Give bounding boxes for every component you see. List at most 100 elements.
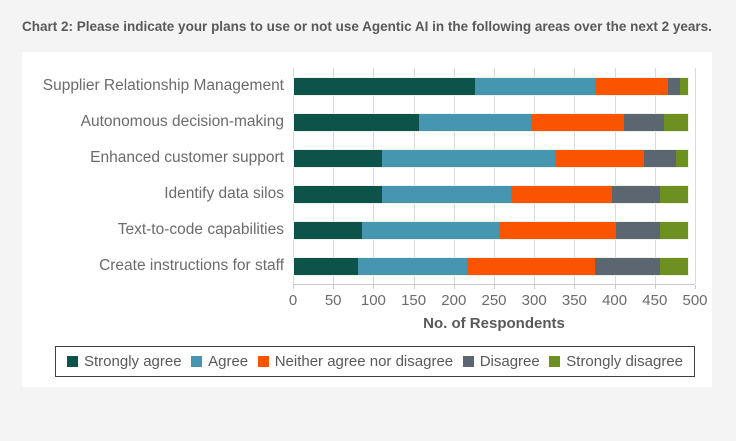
tick-mark	[453, 285, 455, 289]
tick-mark	[293, 285, 294, 289]
tick-mark	[333, 285, 335, 289]
legend-swatch	[191, 356, 203, 367]
tick-mark	[695, 285, 696, 289]
gridline	[413, 68, 415, 284]
gridline	[453, 68, 455, 284]
bar-row	[293, 104, 695, 140]
bar-segment	[675, 149, 688, 167]
legend-item: Strongly agree	[67, 353, 182, 370]
bar-segment	[358, 257, 467, 275]
x-tick-label: 400	[602, 292, 628, 309]
tick-mark	[373, 285, 375, 289]
chart-card: Supplier Relationship Management Autonomo…	[22, 52, 712, 387]
chart-title: Chart 2: Please indicate your plans to u…	[22, 19, 712, 34]
bar-segment	[615, 221, 660, 239]
legend-label: Strongly agree	[84, 353, 182, 370]
tick-mark	[494, 285, 495, 289]
bar-segment	[679, 77, 688, 95]
bar-row	[293, 248, 695, 284]
x-tick-label: 0	[288, 292, 298, 309]
bar-segment	[474, 77, 596, 95]
bar-segment	[595, 77, 668, 95]
bar-segment	[643, 149, 676, 167]
x-tick-label: 450	[642, 292, 668, 309]
bar-segment	[659, 221, 688, 239]
bar-segment	[382, 185, 512, 203]
legend-swatch	[67, 356, 78, 367]
tick-mark	[413, 285, 415, 289]
x-tick-label: 500	[682, 292, 708, 309]
bar-row	[293, 176, 695, 212]
bar-row	[293, 212, 695, 248]
category-axis: Supplier Relationship Management Autonomo…	[22, 68, 293, 284]
stacked-bar	[293, 220, 689, 240]
bar-segment	[294, 257, 359, 275]
plot-region: Supplier Relationship Management Autonomo…	[22, 68, 712, 284]
gridline	[534, 68, 536, 284]
stacked-bar	[293, 112, 689, 132]
legend-swatch	[257, 356, 269, 367]
bar-segment	[294, 149, 383, 167]
legend-swatch	[549, 356, 561, 367]
legend-label: Strongly disagree	[566, 353, 683, 370]
tick-mark	[574, 285, 576, 289]
gridline	[333, 68, 335, 284]
bar-segment	[466, 257, 596, 275]
bar-segment	[294, 185, 383, 203]
bar-segment	[555, 149, 644, 167]
category-label: Supplier Relationship Management	[42, 77, 284, 94]
bar-segment	[294, 77, 475, 95]
category-label: Autonomous decision-making	[80, 113, 284, 130]
bar-segment	[623, 113, 664, 131]
gridline	[614, 68, 616, 284]
category-label: Identify data silos	[164, 185, 284, 202]
bar-segment	[659, 257, 688, 275]
bar-segment	[294, 221, 363, 239]
legend-item: Strongly disagree	[549, 353, 683, 370]
bar-segment	[531, 113, 624, 131]
legend-item: Agree	[191, 353, 248, 370]
bar-row	[293, 140, 695, 176]
x-tick-label: 350	[561, 292, 587, 309]
x-tick-label: 250	[481, 292, 507, 309]
plot-area	[293, 68, 696, 284]
tick-mark	[534, 285, 536, 289]
x-axis: 0 50 100 150 200 250 300 350 400 450 500	[22, 284, 712, 311]
legend-item: Neither agree nor disagree	[257, 353, 454, 370]
axis-spacer	[22, 284, 293, 311]
legend-label: Neither agree nor disagree	[274, 353, 454, 370]
stacked-bar	[293, 184, 689, 204]
x-tick-label: 150	[401, 292, 427, 309]
bar-segment	[659, 185, 688, 203]
axis-spacer	[22, 315, 293, 332]
gridline	[373, 68, 375, 284]
legend-item: Disagree	[462, 353, 540, 370]
category-label: Create instructions for staff	[99, 257, 284, 274]
bar-segment	[294, 113, 419, 131]
bar-segment	[362, 221, 500, 239]
x-tick-label: 100	[360, 292, 386, 309]
stacked-bar	[293, 76, 689, 96]
bar-row	[293, 68, 695, 104]
stacked-bar	[293, 148, 689, 168]
x-tick-label: 200	[441, 292, 467, 309]
bar-segment	[663, 113, 688, 131]
legend-label: Disagree	[479, 353, 540, 370]
x-axis-title-row: No. of Respondents	[22, 315, 712, 332]
x-axis-ticks: 0 50 100 150 200 250 300 350 400 450 500	[289, 284, 708, 311]
category-label: Enhanced customer support	[90, 149, 284, 166]
legend-swatch	[462, 356, 474, 367]
gridline	[695, 68, 696, 284]
gridline	[574, 68, 576, 284]
legend-label: Agree	[208, 353, 249, 370]
bar-segment	[499, 221, 616, 239]
bar-segment	[418, 113, 532, 131]
stacked-bar	[293, 256, 689, 276]
legend: Strongly agree Agree Neither agree nor dis…	[55, 346, 695, 377]
gridline	[654, 68, 656, 284]
bar-segment	[595, 257, 660, 275]
bar-segment	[611, 185, 660, 203]
gridline	[494, 68, 495, 284]
tick-mark	[614, 285, 616, 289]
